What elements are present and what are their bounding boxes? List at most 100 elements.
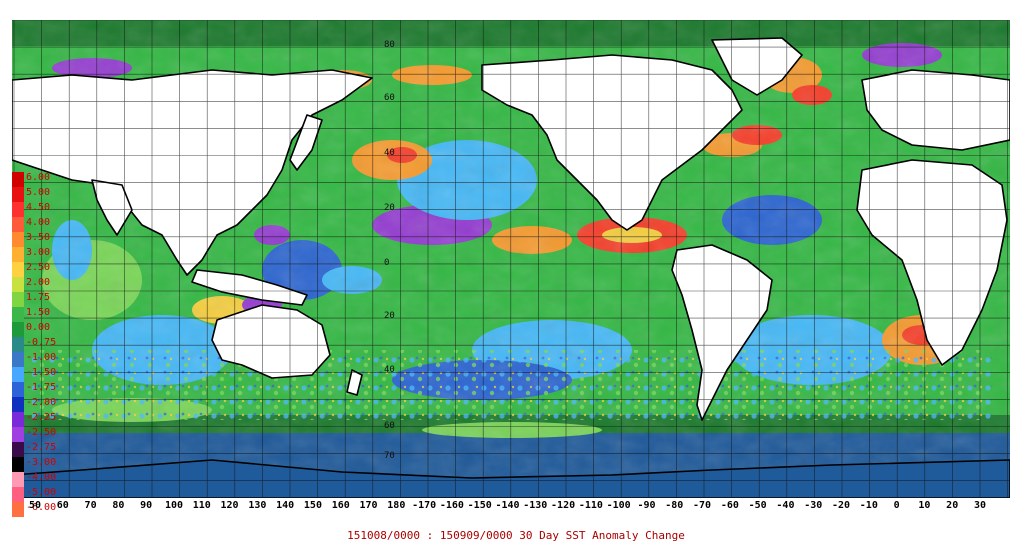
legend-swatch [12,502,24,517]
legend-value: -5.00 [26,487,57,498]
legend-swatch [12,202,24,217]
legend-value: 4.50 [26,202,51,213]
map-caption: 151008/0000 : 150909/0000 30 Day SST Ano… [347,529,685,542]
legend-value: 6.00 [26,172,51,183]
sst-anomaly-map: 80 60 40 20 0 20 40 60 70 [12,20,1010,498]
lat-labels: 80 60 40 20 0 20 40 60 70 [384,40,395,461]
lon-label: 70 [84,500,97,511]
legend-swatch [12,217,24,232]
land-australia [211,304,331,379]
lon-label: 130 [248,500,267,511]
legend-value: -2.75 [26,442,57,453]
longitude-axis: 50 60 70 80 90 100 110 120 130 140 150 160 170 180 -17… [0,500,1032,516]
legend-value: -1.50 [26,367,57,378]
lon-label: -10 [859,500,878,511]
lon-label: -90 [637,500,656,511]
legend-swatch [12,367,24,382]
legend-value: -1.00 [26,352,57,363]
lon-label: 30 [973,500,987,511]
lon-label: -160 [439,500,464,511]
lat-label-20s: 20 [384,311,395,321]
lon-label: 100 [164,500,183,511]
lon-label: 160 [331,500,350,511]
lon-label: -60 [720,500,739,511]
lon-label: 80 [112,500,125,511]
legend-value: -2.50 [26,427,57,438]
lon-label: 150 [303,500,322,511]
legend-swatch [12,472,24,487]
legend-swatch [12,337,24,352]
legend-value: 2.50 [26,262,51,273]
legend-value: 3.00 [26,247,51,258]
lat-label-70s: 70 [384,451,395,461]
legend-value: -2.25 [26,412,57,423]
legend-value: 0.00 [26,322,51,333]
legend-value: -3.00 [26,457,57,468]
lon-label: -150 [467,500,492,511]
legend-swatch [12,412,24,427]
land-greenland [711,37,803,96]
legend-value: 4.00 [26,217,51,228]
land-masses [12,37,1010,498]
lon-label: -20 [831,500,851,511]
legend-swatch [12,397,24,412]
land-south-america [671,244,773,421]
lat-label-80n: 80 [384,40,395,50]
legend-swatch [12,277,24,292]
lon-label: -100 [606,500,631,511]
legend-value: -0.75 [26,337,57,348]
lon-label: -30 [804,500,823,511]
legend-swatch [12,322,24,337]
lon-label: 120 [220,500,239,511]
legend-value: 1.50 [26,307,51,318]
lon-label: 170 [359,500,378,511]
lon-label: -80 [665,500,684,511]
lon-label: -50 [748,500,767,511]
legend-swatch [12,187,24,202]
legend-value: 5.00 [26,187,51,198]
legend-swatch [12,307,24,322]
legend-swatch [12,427,24,442]
legend-value: 3.50 [26,232,51,243]
lon-label: -120 [551,500,576,511]
lon-label: 140 [276,500,295,511]
color-legend: 6.00 5.00 4.50 4.00 3.50 3.00 2.50 2.00 1.75 1.50… [10,172,68,532]
legend-value: 2.00 [26,277,51,288]
lat-label-0: 0 [384,258,389,268]
lon-label: 60 [56,500,69,511]
legend-value: -2.00 [26,397,57,408]
lat-label-40s: 40 [384,365,395,375]
lat-label-60s: 60 [384,421,395,431]
legend-swatch [12,382,24,397]
legend-swatch [12,292,24,307]
land-new-zealand [346,369,363,396]
lon-label: 180 [387,500,406,511]
lon-label: -110 [578,500,603,511]
lon-label: 10 [918,500,931,511]
legend-swatch [12,457,24,472]
lon-label: 0 [893,500,900,511]
lon-label: -140 [495,500,520,511]
legend-value: -6.00 [26,502,57,513]
land-europe [861,69,1010,151]
land-africa [856,159,1008,366]
lon-label: 110 [192,500,211,511]
lon-label: -70 [693,500,712,511]
lon-label: 50 [28,500,42,511]
legend-value: -1.75 [26,382,57,393]
legend-value: 1.75 [26,292,51,303]
legend-swatch [12,442,24,457]
lat-label-40n: 40 [384,148,395,158]
legend-swatch [12,247,24,262]
lon-label: 20 [946,500,959,511]
legend-value: -4.00 [26,472,57,483]
land-indonesia [191,269,308,306]
legend-swatch [12,352,24,367]
lon-label: -130 [523,500,548,511]
lon-label: -40 [776,500,795,511]
land-japan [289,114,323,171]
lon-label: 90 [140,500,153,511]
lon-label: -170 [412,500,437,511]
lat-label-60n: 60 [384,93,395,103]
